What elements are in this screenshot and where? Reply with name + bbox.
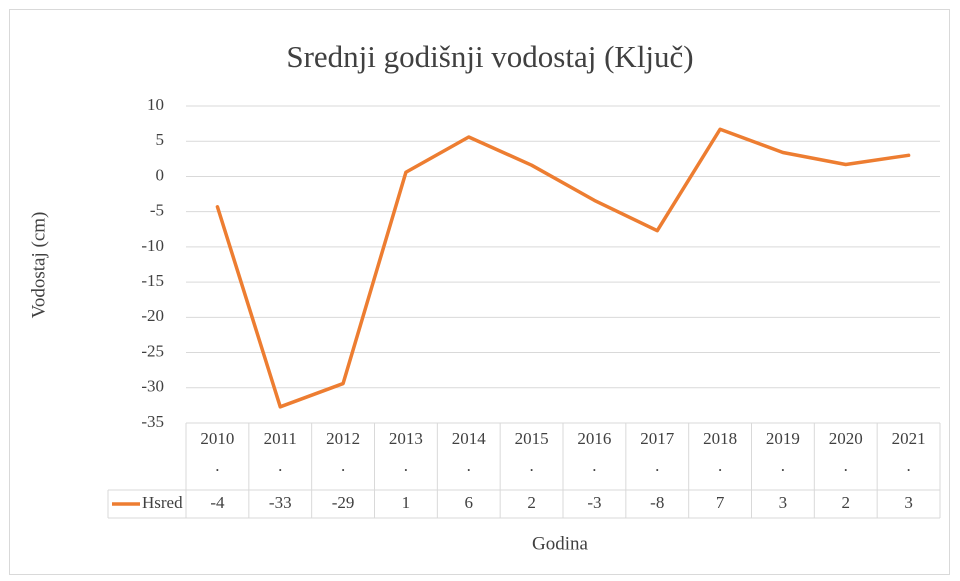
x-tick-label: 2017.: [640, 429, 675, 475]
data-label: 3: [904, 493, 913, 512]
x-tick-label: 2016.: [577, 429, 611, 475]
x-tick-label: 2019.: [766, 429, 800, 475]
x-tick-label: 2014.: [452, 429, 487, 475]
data-label: 2: [842, 493, 851, 512]
y-tick-label: 5: [156, 130, 165, 149]
data-label: 3: [779, 493, 788, 512]
x-tick-label: 2018.: [703, 429, 737, 475]
x-tick-label: 2015.: [515, 429, 549, 475]
y-tick-label: -15: [141, 271, 164, 290]
data-label: -29: [332, 493, 355, 512]
chart-border: [9, 9, 950, 575]
legend-label: Hsred: [142, 493, 183, 512]
data-label: -3: [587, 493, 601, 512]
chart-title: Srednji godišnji vodostaj (Ključ): [286, 39, 693, 74]
x-tick-label: 2012.: [326, 429, 360, 475]
x-tick-label: 2013.: [389, 429, 423, 475]
x-axis-title: Godina: [532, 533, 589, 554]
x-tick-label: 2011.: [264, 429, 297, 475]
y-tick-label: -20: [141, 306, 164, 325]
y-tick-label: 10: [147, 95, 164, 114]
data-label: -8: [650, 493, 664, 512]
x-tick-label: 2010.: [200, 429, 234, 475]
line-series: [215, 127, 911, 409]
y-tick-label: 0: [156, 165, 165, 184]
data-label: 2: [527, 493, 536, 512]
data-label: 1: [402, 493, 411, 512]
data-label: 6: [465, 493, 474, 512]
x-tick-label: 2020.: [829, 429, 863, 475]
data-label: -33: [269, 493, 292, 512]
data-label: -4: [210, 493, 225, 512]
y-axis-title: Vodostaj (cm): [28, 212, 49, 319]
y-tick-label: -25: [141, 341, 164, 360]
y-tick-label: -35: [141, 412, 164, 431]
y-tick-label: -30: [141, 377, 164, 396]
x-tick-label: 2021.: [892, 429, 926, 475]
y-tick-label: -5: [150, 201, 164, 220]
y-tick-label: -10: [141, 236, 164, 255]
data-label: 7: [716, 493, 725, 512]
